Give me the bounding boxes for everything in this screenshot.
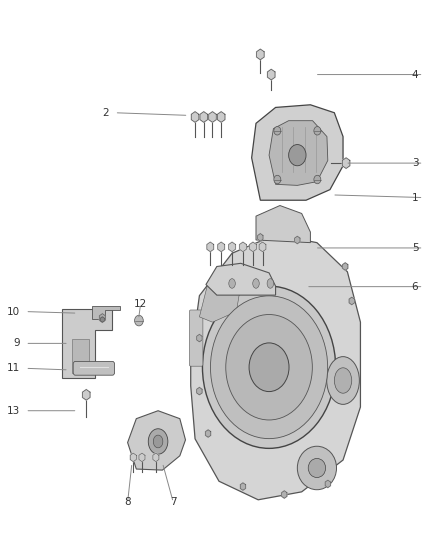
Polygon shape	[99, 314, 106, 322]
Polygon shape	[206, 263, 276, 295]
Text: 11: 11	[7, 364, 20, 373]
Polygon shape	[217, 112, 225, 122]
Polygon shape	[295, 236, 300, 244]
Polygon shape	[349, 297, 354, 305]
Polygon shape	[199, 272, 241, 322]
Polygon shape	[325, 480, 330, 488]
Polygon shape	[259, 242, 266, 252]
Polygon shape	[100, 317, 104, 322]
Polygon shape	[72, 339, 89, 373]
Polygon shape	[218, 242, 225, 252]
Polygon shape	[127, 411, 185, 470]
Ellipse shape	[253, 279, 259, 288]
Ellipse shape	[134, 316, 143, 326]
Polygon shape	[268, 69, 275, 80]
Polygon shape	[197, 387, 202, 395]
Text: 1: 1	[412, 192, 418, 203]
Polygon shape	[257, 49, 264, 60]
Polygon shape	[139, 453, 145, 462]
Ellipse shape	[327, 357, 359, 405]
Text: 2: 2	[102, 108, 110, 118]
Polygon shape	[240, 483, 246, 490]
Text: 13: 13	[7, 406, 20, 416]
Polygon shape	[153, 453, 159, 462]
FancyBboxPatch shape	[189, 310, 203, 366]
Ellipse shape	[289, 144, 306, 166]
Polygon shape	[207, 242, 214, 252]
Polygon shape	[197, 334, 202, 342]
Polygon shape	[252, 105, 343, 200]
Polygon shape	[343, 158, 350, 168]
Polygon shape	[258, 233, 263, 241]
Ellipse shape	[153, 435, 163, 448]
Polygon shape	[343, 263, 348, 270]
Polygon shape	[130, 453, 136, 462]
Polygon shape	[92, 306, 120, 319]
Ellipse shape	[202, 286, 336, 448]
FancyBboxPatch shape	[73, 361, 115, 375]
Text: 10: 10	[7, 306, 20, 317]
Ellipse shape	[314, 126, 321, 135]
Text: 3: 3	[412, 158, 418, 168]
Ellipse shape	[274, 175, 281, 184]
Ellipse shape	[148, 429, 168, 454]
Text: 12: 12	[134, 298, 147, 309]
Ellipse shape	[314, 175, 321, 184]
Polygon shape	[282, 491, 287, 498]
Text: 8: 8	[124, 497, 131, 507]
Text: 4: 4	[412, 70, 418, 79]
Polygon shape	[269, 120, 328, 185]
Ellipse shape	[297, 446, 336, 490]
Polygon shape	[200, 112, 208, 122]
Ellipse shape	[226, 314, 312, 420]
Polygon shape	[229, 242, 236, 252]
Ellipse shape	[308, 458, 325, 478]
Text: 9: 9	[14, 338, 20, 349]
Polygon shape	[240, 242, 246, 252]
Polygon shape	[82, 390, 90, 400]
Text: 7: 7	[170, 497, 177, 507]
Ellipse shape	[210, 296, 328, 439]
Polygon shape	[208, 112, 216, 122]
Polygon shape	[250, 242, 256, 252]
Ellipse shape	[229, 279, 235, 288]
Ellipse shape	[274, 126, 281, 135]
Polygon shape	[256, 206, 311, 243]
Polygon shape	[191, 235, 360, 500]
Polygon shape	[191, 112, 199, 122]
Polygon shape	[205, 430, 211, 437]
Ellipse shape	[267, 279, 274, 288]
Text: 5: 5	[412, 243, 418, 253]
Polygon shape	[62, 309, 113, 378]
Ellipse shape	[334, 368, 352, 393]
Text: 6: 6	[412, 281, 418, 292]
Ellipse shape	[249, 343, 289, 392]
